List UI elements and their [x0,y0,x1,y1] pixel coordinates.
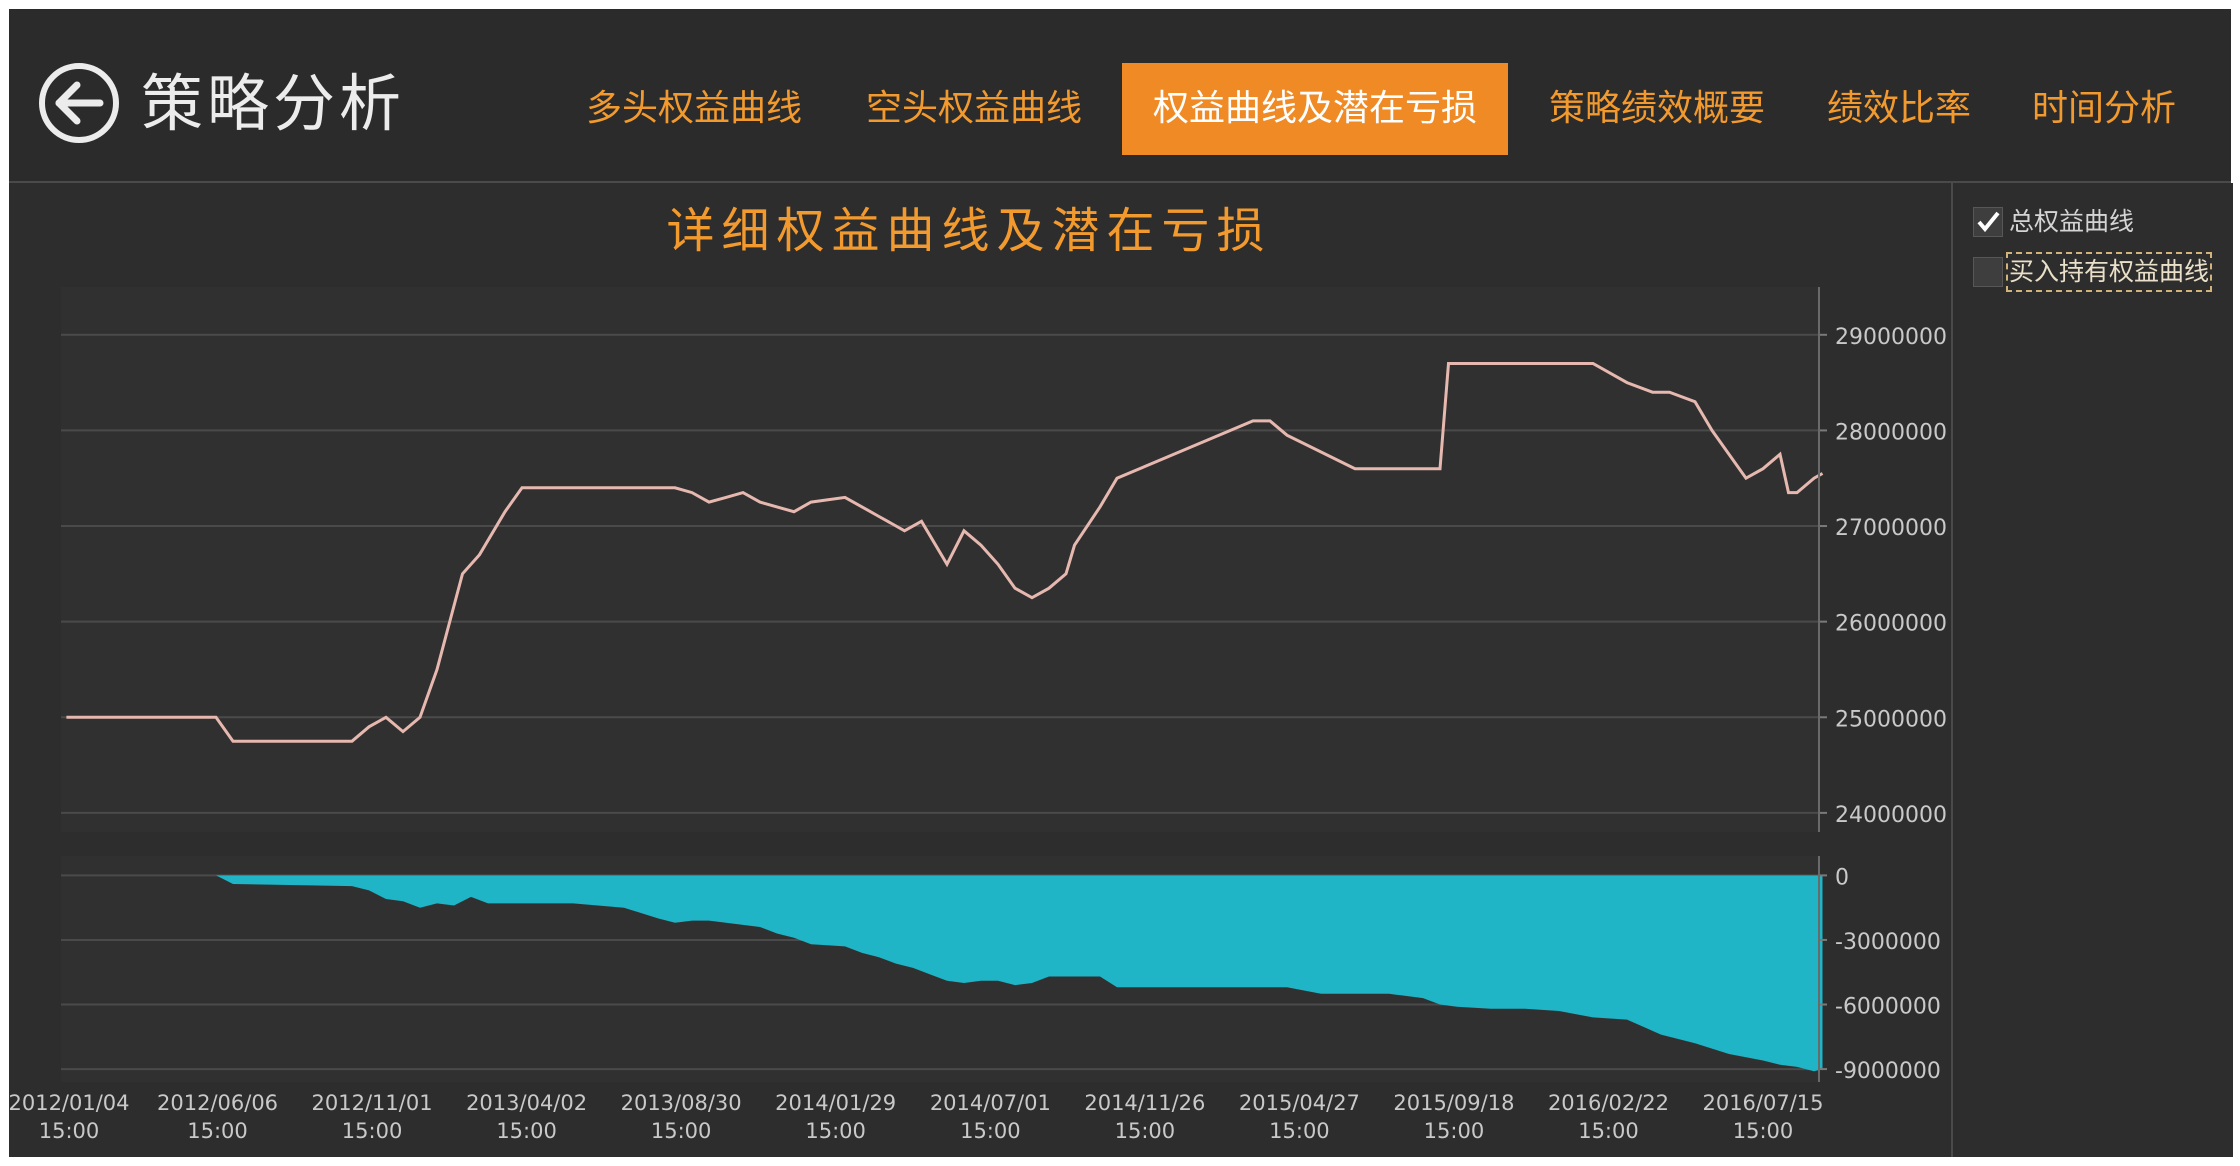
app-window: 策略分析 多头权益曲线 空头权益曲线 权益曲线及潜在亏损 策略绩效概要 绩效比率… [9,9,2233,1157]
checkmark-icon [1977,211,2000,233]
drawdown-y-tick-label: -6000000 [1835,995,1941,1020]
back-arrow-icon [39,63,119,143]
x-tick-label-time: 15:00 [960,1119,1021,1143]
legend-panel: 总权益曲线 买入持有权益曲线 [1951,183,2233,1157]
total-equity-label: 总权益曲线 [2009,207,2135,236]
equity-y-axis: 24000000 25000000 26000000 27000000 28000000… [1818,287,1947,832]
header-bar: 策略分析 多头权益曲线 空头权益曲线 权益曲线及潜在亏损 策略绩效概要 绩效比率… [9,9,2231,183]
tab-long-equity[interactable]: 多头权益曲线 [585,88,802,129]
chart-canvas: 24000000 25000000 26000000 27000000 28000000… [9,287,1947,1143]
x-tick-label-date: 2012/11/01 [312,1091,433,1115]
x-tick-label-date: 2015/04/27 [1239,1091,1360,1115]
x-tick-label-time: 15:00 [342,1119,403,1143]
tab-performance-ratios[interactable]: 绩效比率 [1826,88,1971,129]
x-tick-label-time: 15:00 [1578,1119,1639,1143]
equity-plot-area [61,287,1819,832]
x-tick-label-date: 2016/02/22 [1548,1091,1669,1115]
tab-performance-summary[interactable]: 策略绩效概要 [1548,88,1765,129]
tab-time-analysis[interactable]: 时间分析 [2031,88,2176,129]
equity-y-tick-label: 28000000 [1835,420,1947,445]
x-tick-label-time: 15:00 [39,1119,100,1143]
x-tick-label-date: 2013/04/02 [466,1091,587,1115]
x-tick-label-date: 2014/01/29 [775,1091,896,1115]
x-tick-label-date: 2012/06/06 [157,1091,278,1115]
chart-title: 详细权益曲线及潜在亏损 [666,203,1272,259]
x-tick-label-time: 15:00 [1115,1119,1176,1143]
x-tick-label-time: 15:00 [1269,1119,1330,1143]
x-tick-label-date: 2014/07/01 [930,1091,1051,1115]
equity-y-tick-label: 29000000 [1835,325,1947,350]
tab-equity-drawdown[interactable]: 权益曲线及潜在亏损 [1122,63,1508,155]
tab-short-equity[interactable]: 空头权益曲线 [865,88,1082,129]
x-tick-label-date: 2012/01/04 [9,1091,130,1115]
buy-hold-checkbox[interactable] [1973,257,2003,287]
drawdown-y-tick-label: 0 [1835,865,1849,890]
page-title: 策略分析 [141,67,406,140]
drawdown-y-tick-label: -3000000 [1835,930,1941,955]
equity-grid [61,287,1819,832]
equity-line [66,362,1824,743]
x-tick-label-time: 15:00 [1733,1119,1794,1143]
buy-hold-label: 买入持有权益曲线 [2005,252,2213,292]
x-tick-label-time: 15:00 [651,1119,712,1143]
equity-y-tick-label: 24000000 [1835,803,1947,828]
x-tick-label-date: 2015/09/18 [1393,1091,1514,1115]
back-button[interactable] [37,61,121,145]
x-tick-label-date: 2014/11/26 [1084,1091,1205,1115]
x-axis: 2012/01/04 15:00 2012/06/06 15:00 2012/11/01… [9,1091,1824,1143]
equity-y-tick-label: 25000000 [1835,707,1947,732]
drawdown-y-axis: 0 -3000000 -6000000 -9000000 [1818,856,1941,1084]
drawdown-y-tick-label: -9000000 [1835,1059,1941,1084]
x-tick-label-time: 15:00 [187,1119,248,1143]
x-tick-label-date: 2016/07/15 [1702,1091,1823,1115]
x-tick-label-time: 15:00 [805,1119,866,1143]
x-tick-label-date: 2013/08/30 [621,1091,742,1115]
equity-y-tick-label: 27000000 [1835,516,1947,541]
x-tick-label-time: 15:00 [496,1119,557,1143]
total-equity-checkbox[interactable] [1973,207,2003,237]
x-tick-label-time: 15:00 [1424,1119,1485,1143]
equity-y-tick-label: 26000000 [1835,612,1947,637]
drawdown-area [63,875,1823,1072]
